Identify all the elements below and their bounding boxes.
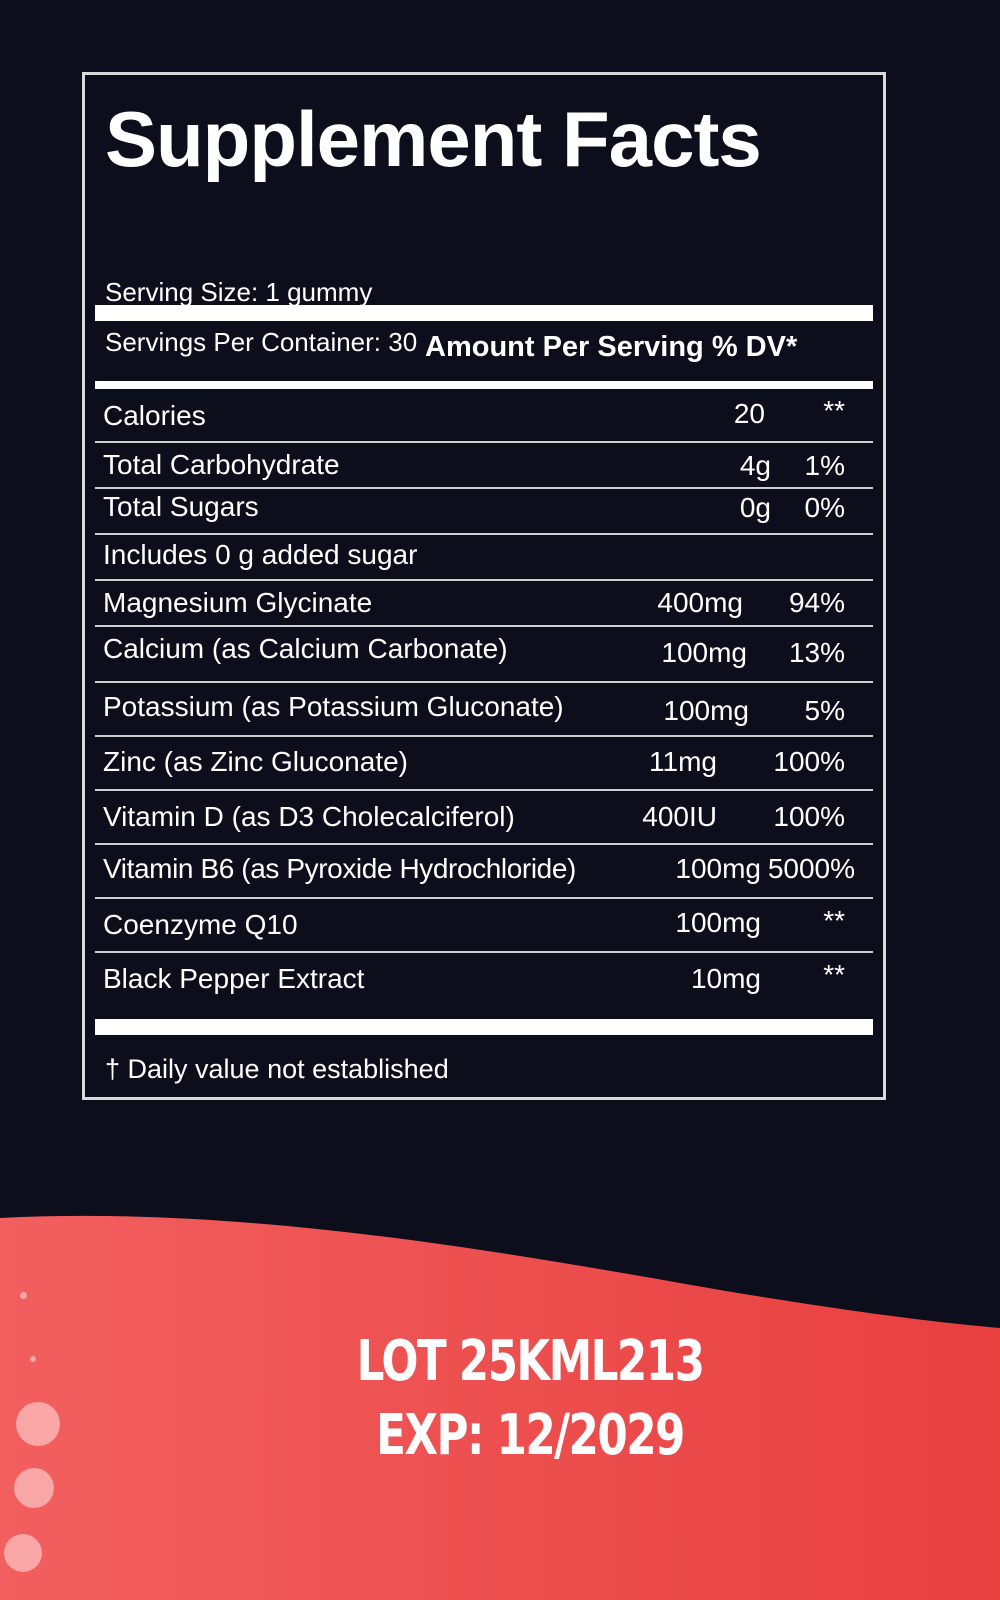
nutrient-name: Potassium (as Potassium Gluconate) bbox=[103, 691, 564, 722]
nutrient-amount: 100mg bbox=[675, 853, 761, 884]
serving-size: Serving Size: 1 gummy bbox=[105, 277, 373, 307]
nutrient-name: Calcium (as Calcium Carbonate) bbox=[103, 633, 508, 664]
column-header: Amount Per Serving % DV* bbox=[425, 331, 798, 363]
nutrient-name: Zinc (as Zinc Gluconate) bbox=[103, 746, 408, 777]
nutrient-amount: 400mg bbox=[657, 587, 743, 618]
nutrient-amount: 100mg bbox=[663, 695, 749, 726]
nutrient-row: Coenzyme Q10 100mg ** bbox=[95, 899, 873, 953]
nutrient-row: Vitamin D (as D3 Cholecalciferol) 400IU … bbox=[95, 791, 873, 845]
nutrient-dv: 5000% bbox=[767, 853, 855, 884]
servings-per-container: Servings Per Container: 30 bbox=[105, 327, 418, 357]
nutrient-dv: ** bbox=[823, 905, 845, 936]
nutrient-dv: 94% bbox=[788, 587, 845, 618]
nutrient-dv: 0% bbox=[804, 492, 845, 523]
nutrient-amount: 0g bbox=[739, 492, 771, 523]
decorative-dot bbox=[20, 1292, 27, 1299]
nutrient-name: Total Sugars bbox=[103, 491, 259, 522]
nutrient-amount: 100mg bbox=[661, 637, 747, 668]
nutrient-row: Calories 20 ** bbox=[95, 389, 873, 443]
nutrient-name: Black Pepper Extract bbox=[103, 963, 365, 994]
nutrient-row: Total Carbohydrate 4g 1% bbox=[95, 443, 873, 489]
decorative-dot bbox=[4, 1534, 42, 1572]
nutrient-row: Calcium (as Calcium Carbonate) 100mg 13% bbox=[95, 627, 873, 683]
nutrient-dv: 13% bbox=[788, 637, 845, 668]
nutrient-amount: 400IU bbox=[642, 801, 717, 832]
nutrient-name: Magnesium Glycinate bbox=[103, 587, 373, 618]
nutrient-amount: 4g bbox=[739, 450, 771, 481]
nutrient-dv: 100% bbox=[773, 801, 845, 832]
nutrient-name: Calories bbox=[103, 400, 206, 431]
nutrient-name: Includes 0 g added sugar bbox=[103, 539, 418, 570]
lot-number: LOT 25KML213 bbox=[356, 1329, 705, 1394]
nutrient-row: Zinc (as Zinc Gluconate) 11mg 100% bbox=[95, 737, 873, 791]
nutrient-dv: 1% bbox=[804, 450, 845, 481]
decorative-dot bbox=[30, 1356, 36, 1362]
nutrient-amount: 11mg bbox=[649, 746, 717, 777]
nutrient-row: Includes 0 g added sugar bbox=[95, 535, 873, 581]
divider-thick bbox=[95, 305, 873, 321]
nutrient-name: Total Carbohydrate bbox=[103, 449, 340, 480]
nutrient-name: Vitamin D (as D3 Cholecalciferol) bbox=[103, 801, 515, 832]
nutrient-row: Black Pepper Extract 10mg ** bbox=[95, 953, 873, 1001]
facts-title: Supplement Facts bbox=[105, 95, 762, 183]
nutrient-row: Vitamin B6 (as Pyroxide Hydrochloride) 1… bbox=[95, 845, 873, 899]
nutrient-dv: ** bbox=[823, 395, 845, 426]
divider-medium bbox=[95, 381, 873, 389]
expiration-date: EXP: 12/2029 bbox=[376, 1403, 685, 1468]
divider-thick bbox=[95, 1019, 873, 1035]
nutrient-amount: 20 bbox=[733, 398, 765, 429]
nutrient-amount: 100mg bbox=[675, 907, 761, 938]
nutrient-name: Vitamin B6 (as Pyroxide Hydrochloride) bbox=[103, 853, 576, 884]
decorative-dot bbox=[16, 1402, 60, 1446]
supplement-facts-panel: Supplement Facts Serving Size: 1 gummy S… bbox=[82, 72, 886, 1100]
decorative-dot bbox=[14, 1468, 54, 1508]
nutrient-dv: ** bbox=[823, 959, 845, 990]
nutrient-dv: 100% bbox=[773, 746, 845, 777]
nutrient-row: Total Sugars 0g 0% bbox=[95, 489, 873, 535]
nutrient-row: Magnesium Glycinate 400mg 94% bbox=[95, 581, 873, 627]
nutrient-name: Coenzyme Q10 bbox=[103, 909, 298, 940]
footnote: † Daily value not established bbox=[105, 1054, 449, 1084]
nutrient-amount: 10mg bbox=[690, 963, 761, 994]
nutrient-row: Potassium (as Potassium Gluconate) 100mg… bbox=[95, 683, 873, 737]
nutrient-dv: 5% bbox=[804, 695, 845, 726]
